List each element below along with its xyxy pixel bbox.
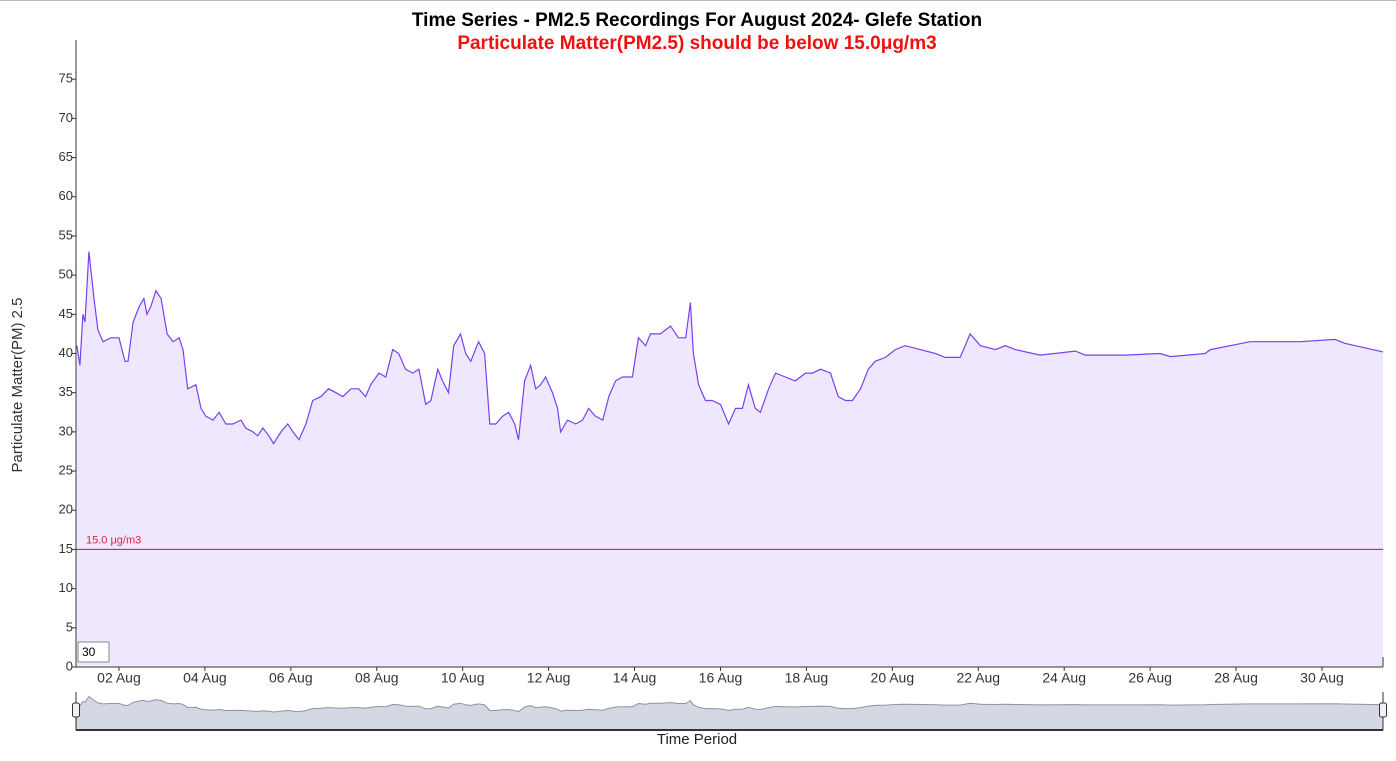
x-tick-label: 14 Aug (613, 670, 657, 686)
x-tick-label: 16 Aug (699, 670, 743, 686)
x-tick-label: 08 Aug (355, 670, 399, 686)
navigator-handle[interactable] (72, 702, 80, 718)
y-tick-label: 70 (59, 110, 73, 125)
y-tick-label: 5 (66, 619, 73, 634)
y-tick-label: 35 (59, 384, 73, 399)
x-tick-label: 18 Aug (785, 670, 829, 686)
chart-title: Time Series - PM2.5 Recordings For Augus… (412, 10, 982, 31)
x-tick-label: 26 Aug (1128, 670, 1172, 686)
chart-subtitle: Particulate Matter(PM2.5) should be belo… (457, 33, 936, 54)
navigator-handle[interactable] (1379, 702, 1387, 718)
y-tick-label: 40 (59, 345, 73, 360)
x-tick-label: 06 Aug (269, 670, 313, 686)
y-tick-label: 50 (59, 267, 73, 282)
y-tick-label: 25 (59, 463, 73, 478)
y-tick-label: 30 (59, 423, 73, 438)
x-tick-label: 20 Aug (871, 670, 915, 686)
zoom-input[interactable] (77, 641, 110, 663)
y-tick-label: 55 (59, 227, 73, 242)
x-tick-label: 04 Aug (183, 670, 227, 686)
y-tick-label: 60 (59, 188, 73, 203)
zoom-input-value: 30 (82, 645, 96, 659)
x-tick-label: 22 Aug (956, 670, 1000, 686)
y-tick-label: 10 (59, 580, 73, 595)
x-tick-label: 24 Aug (1042, 670, 1086, 686)
y-tick-label: 15 (59, 541, 73, 556)
x-tick-label: 28 Aug (1214, 670, 1258, 686)
y-tick-label: 65 (59, 149, 73, 164)
area-line (76, 251, 1384, 445)
x-tick-label: 30 Aug (1300, 670, 1344, 686)
y-tick-label: 0 (66, 658, 73, 673)
y-axis-label: Particulate Matter(PM) 2.5 (9, 297, 26, 472)
x-tick-label: 12 Aug (527, 670, 571, 686)
area-fill (76, 251, 1384, 667)
x-tick-label: 02 Aug (97, 670, 141, 686)
threshold-label: 15.0 μg/m3 (86, 534, 141, 546)
y-tick-label: 20 (59, 502, 73, 517)
x-tick-label: 10 Aug (441, 670, 485, 686)
x-axis-label: Time Period (657, 731, 737, 748)
y-tick-label: 45 (59, 306, 73, 321)
navigator-area (75, 695, 1384, 731)
y-tick-label: 75 (59, 71, 73, 86)
